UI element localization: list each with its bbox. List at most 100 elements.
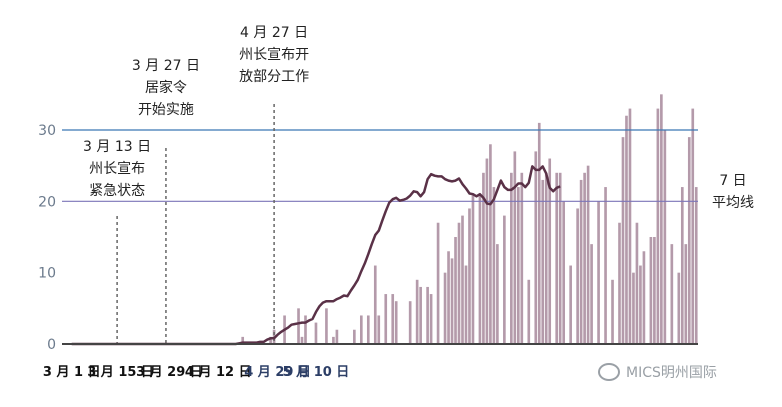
bar xyxy=(436,222,440,344)
bar xyxy=(300,336,304,344)
bar xyxy=(443,272,447,344)
bar xyxy=(632,272,635,344)
bar xyxy=(429,294,433,344)
bar xyxy=(639,265,642,344)
x-tick-label: 3 月 29 日 xyxy=(136,365,203,380)
bar xyxy=(489,144,492,344)
bar xyxy=(496,244,499,344)
bar xyxy=(597,201,600,344)
bar xyxy=(447,251,450,344)
bar xyxy=(691,108,695,344)
y-tick-label: 30 xyxy=(38,123,56,139)
average-line-label: 7 日 平均线 xyxy=(712,173,754,211)
bar xyxy=(373,265,377,344)
bar xyxy=(482,172,485,344)
bar xyxy=(562,201,566,344)
bar xyxy=(625,115,628,344)
bar xyxy=(527,279,531,344)
bar xyxy=(297,308,300,344)
bar xyxy=(408,301,412,344)
bar xyxy=(269,336,272,344)
x-tick-label: 4 月 12 日 xyxy=(185,365,252,380)
bar xyxy=(513,151,517,344)
bar xyxy=(653,237,656,344)
bar xyxy=(510,172,513,344)
bar xyxy=(548,158,552,344)
bar xyxy=(384,294,388,344)
bar xyxy=(485,158,489,344)
bar xyxy=(576,208,579,344)
bar xyxy=(558,172,562,344)
bar xyxy=(335,329,339,344)
bar xyxy=(391,294,395,344)
y-axis: 0 10 20 30 xyxy=(38,123,56,353)
bar xyxy=(694,187,698,344)
bar xyxy=(366,315,370,344)
bar xyxy=(359,315,363,344)
bar xyxy=(541,179,545,344)
event-annotation: 3 月 27 日 居家令 开始实施 xyxy=(131,58,200,118)
bar xyxy=(415,279,419,344)
bar xyxy=(604,187,607,344)
bar xyxy=(353,329,356,344)
bar xyxy=(635,222,639,344)
bar xyxy=(492,187,496,344)
bar xyxy=(663,130,667,344)
x-tick-label: 4 月 29 日 xyxy=(244,365,311,380)
bar xyxy=(555,172,559,344)
bar xyxy=(304,315,307,344)
bar xyxy=(377,315,381,344)
event-annotation: 3 月 13 日 州长宣布 紧急状态 xyxy=(83,139,152,199)
bar xyxy=(583,172,586,344)
bar xyxy=(680,187,684,344)
bar xyxy=(516,187,520,344)
bar xyxy=(454,237,457,344)
x-tick-label: 3 月 15 日 xyxy=(87,365,154,380)
bar xyxy=(579,179,583,344)
bar xyxy=(461,215,464,344)
bar xyxy=(611,279,614,344)
x-tick-label: 3 月 1 日 xyxy=(43,365,101,380)
event-markers xyxy=(116,104,275,344)
bar xyxy=(478,194,482,344)
bar xyxy=(314,322,318,344)
bar xyxy=(468,208,471,344)
bar xyxy=(426,286,429,344)
event-annotation: 4 月 27 日 州长宣布开 放部分工作 xyxy=(239,25,310,85)
y-tick-label: 10 xyxy=(38,266,56,282)
bar xyxy=(628,108,632,344)
bar xyxy=(534,151,538,344)
x-axis: 3 月 1 日3 月 15 日3 月 29 日4 月 12 日4 月 29 日5… xyxy=(43,365,349,380)
bar xyxy=(590,244,593,344)
bar xyxy=(660,94,663,344)
bar xyxy=(618,222,621,344)
bar xyxy=(325,308,328,344)
bars xyxy=(241,94,698,344)
y-tick-label: 20 xyxy=(38,194,56,210)
wechat-logo-icon xyxy=(598,363,620,381)
bar xyxy=(684,244,688,344)
bar xyxy=(450,258,454,344)
bar xyxy=(503,215,506,344)
bar xyxy=(687,137,691,344)
bar xyxy=(544,172,548,344)
bar xyxy=(419,286,422,344)
reference-lines xyxy=(62,129,698,202)
bar xyxy=(569,265,572,344)
bar xyxy=(332,336,335,344)
y-tick-label: 0 xyxy=(47,337,56,353)
bar xyxy=(670,244,674,344)
bar xyxy=(464,265,468,344)
bar xyxy=(621,137,625,344)
bar xyxy=(520,172,524,344)
watermark: MICS明州国际 xyxy=(598,362,717,382)
bar xyxy=(677,272,681,344)
bar xyxy=(656,108,660,344)
x-tick-label: 5 月 10 日 xyxy=(283,365,350,380)
bar xyxy=(537,122,541,344)
bar xyxy=(642,251,646,344)
bar xyxy=(471,194,475,344)
bar xyxy=(394,301,398,344)
bar xyxy=(457,222,461,344)
